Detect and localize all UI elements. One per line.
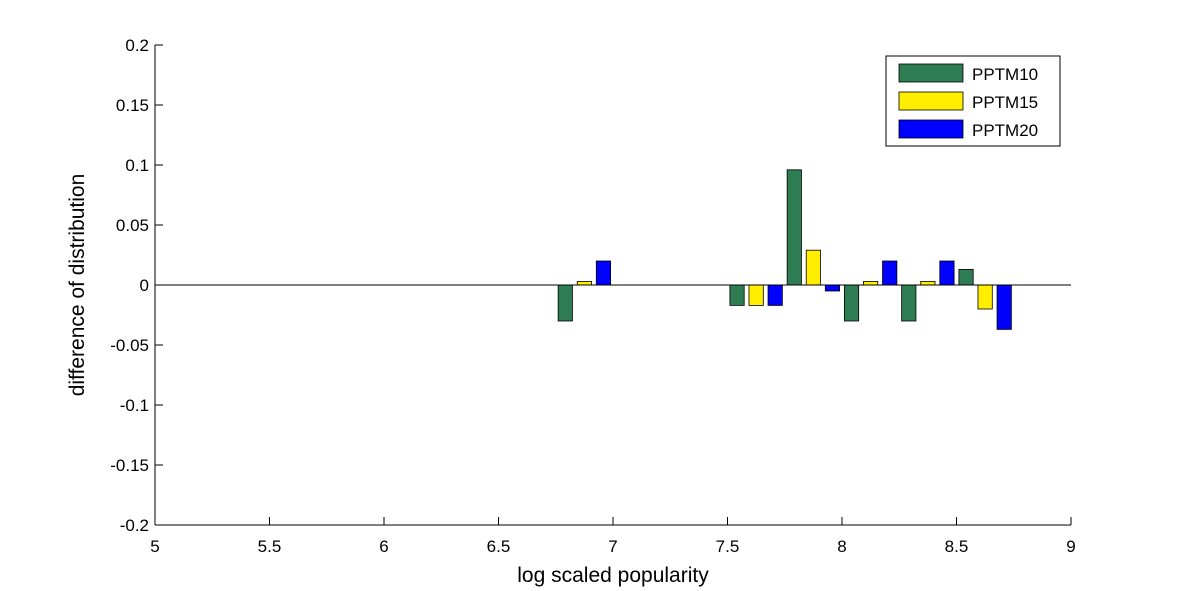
x-tick-label: 8.5	[945, 537, 969, 556]
x-tick-label: 6.5	[487, 537, 511, 556]
bar-pptm10-2	[786, 169, 802, 286]
legend-swatch-pptm15	[898, 91, 964, 111]
x-tick-label: 7	[608, 537, 617, 556]
bar-pptm15-0	[576, 280, 592, 286]
legend: PPTM10 PPTM15 PPTM20	[885, 55, 1061, 147]
legend-swatch-pptm10	[898, 63, 964, 83]
y-axis-label: difference of distribution	[66, 174, 89, 397]
bar-pptm15-3	[863, 280, 879, 286]
y-tick-label: 0.05	[116, 216, 149, 235]
bar-pptm15-1	[748, 284, 764, 306]
legend-swatch-pptm20	[898, 119, 964, 139]
y-tick-label: 0.15	[116, 96, 149, 115]
y-tick-label: -0.15	[110, 456, 149, 475]
bar-pptm15-4	[920, 280, 936, 286]
y-tick-label: -0.05	[110, 336, 149, 355]
y-tick-label: 0.1	[125, 156, 149, 175]
bar-pptm10-5	[958, 268, 974, 286]
bar-pptm20-1	[767, 284, 783, 306]
bar-pptm20-5	[996, 284, 1012, 330]
legend-label-pptm20: PPTM20	[972, 121, 1038, 140]
x-tick-label: 7.5	[716, 537, 740, 556]
y-ticks: 0.2 0.15 0.1 0.05 0 -0.05 -0.1 -0.15 -0.2	[110, 36, 163, 535]
bars	[557, 169, 1012, 330]
legend-label-pptm15: PPTM15	[972, 93, 1038, 112]
bar-pptm10-4	[901, 284, 917, 322]
y-tick-label: 0	[140, 276, 149, 295]
x-tick-label: 9	[1066, 537, 1075, 556]
bar-pptm20-0	[595, 260, 612, 286]
x-ticks: 5 5.5 6 6.5 7 7.5 8 8.5 9	[150, 517, 1076, 556]
y-tick-label: 0.2	[125, 36, 149, 55]
legend-label-pptm10: PPTM10	[972, 65, 1038, 84]
bar-pptm10-3	[843, 284, 860, 322]
x-axis-label: log scaled popularity	[517, 564, 709, 587]
bar-pptm20-2	[824, 284, 841, 292]
bar-pptm15-5	[977, 284, 993, 310]
x-tick-label: 6	[379, 537, 388, 556]
y-tick-label: -0.1	[120, 396, 149, 415]
bar-pptm15-2	[805, 249, 821, 286]
bar-pptm20-4	[939, 260, 955, 286]
bar-pptm10-1	[729, 284, 745, 306]
x-tick-label: 5.5	[258, 537, 282, 556]
y-tick-label: -0.2	[120, 516, 149, 535]
x-tick-label: 8	[837, 537, 846, 556]
bar-pptm10-0	[557, 284, 573, 322]
x-tick-label: 5	[150, 537, 159, 556]
bar-pptm20-3	[882, 260, 898, 286]
